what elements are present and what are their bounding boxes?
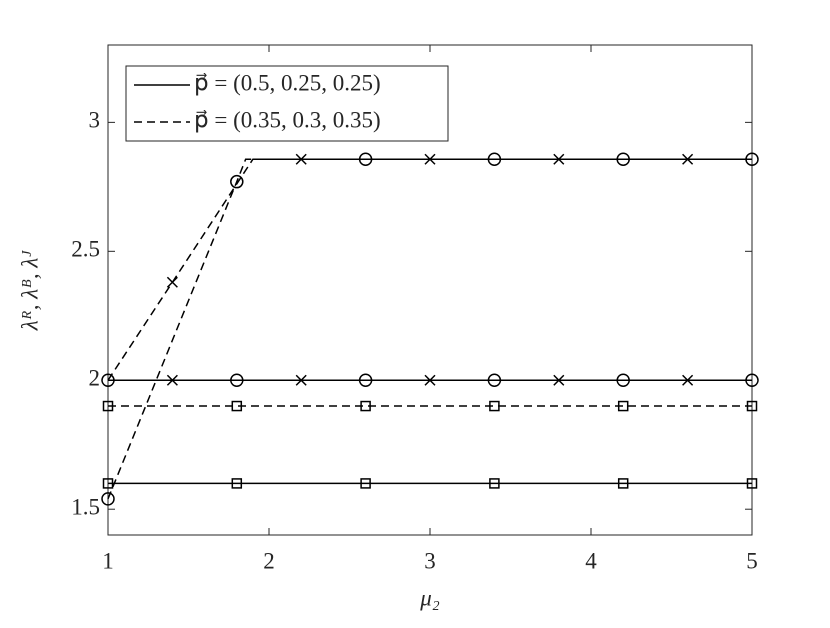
marker-square [746, 478, 758, 489]
series-line [107, 158, 752, 500]
x-tick-label: 3 [424, 548, 436, 573]
marker-cross [424, 153, 436, 165]
series-line [107, 158, 752, 381]
x-axis-label: μ₂ [419, 585, 440, 610]
marker-cross [553, 153, 565, 165]
y-tick-label: 1.5 [71, 494, 100, 519]
x-tick-label: 5 [746, 548, 758, 573]
marker-cross [166, 374, 178, 386]
marker-square [231, 400, 243, 412]
y-axis-label: λᴿ, λᴮ, λᴶ [17, 250, 42, 332]
marker-square [617, 478, 629, 489]
marker-circle [230, 174, 244, 189]
marker-square [102, 478, 114, 489]
x-tick-label: 4 [585, 548, 597, 573]
marker-square [102, 400, 114, 412]
marker-square [746, 400, 758, 412]
y-tick-label: 3 [89, 108, 101, 133]
y-tick-label: 2 [89, 366, 101, 391]
marker-circle [745, 373, 759, 388]
marker-circle [101, 373, 115, 388]
marker-circle [101, 492, 115, 506]
marker-cross [424, 374, 436, 386]
marker-square [617, 400, 629, 412]
marker-cross [682, 374, 694, 386]
marker-cross [166, 276, 178, 288]
legend-box [125, 65, 449, 142]
marker-square [360, 478, 371, 489]
marker-cross [295, 153, 307, 165]
marker-square [231, 478, 243, 489]
marker-cross [295, 374, 307, 386]
marker-cross [553, 374, 565, 386]
marker-square [360, 400, 371, 412]
y-tick-label: 2.5 [71, 237, 100, 262]
marker-square [489, 400, 500, 412]
legend-label: p⃗ = (0.35, 0.3, 0.35) [194, 107, 381, 132]
marker-cross [682, 153, 694, 165]
x-tick-label: 2 [263, 548, 275, 573]
legend-label: p⃗ = (0.5, 0.25, 0.25) [194, 70, 381, 95]
x-tick-label: 1 [102, 548, 114, 573]
marker-square [489, 478, 500, 489]
